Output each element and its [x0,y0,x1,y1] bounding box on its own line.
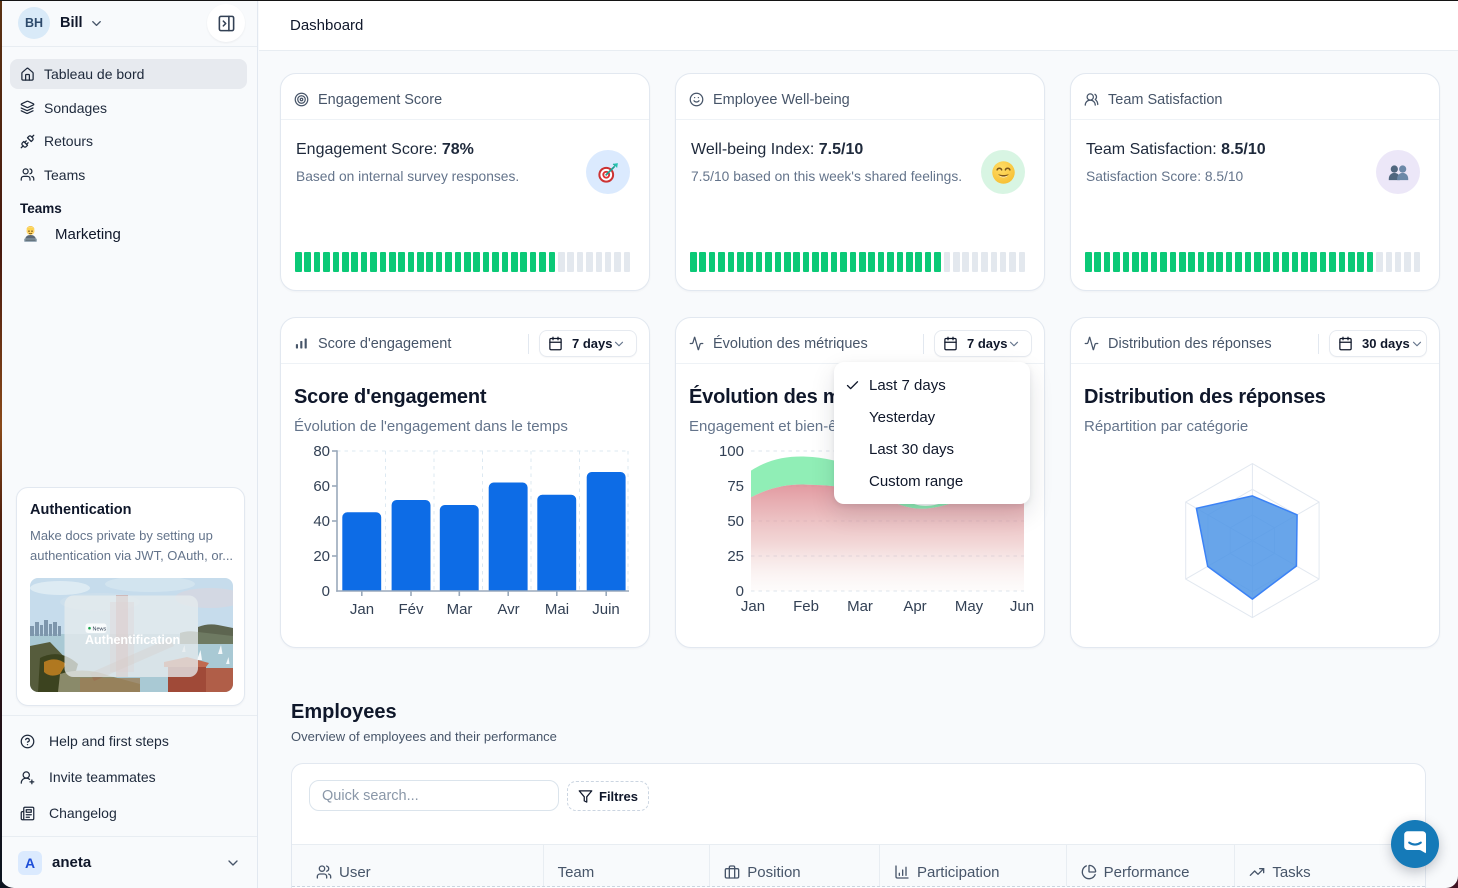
svg-text:Feb: Feb [793,598,819,615]
svg-text:Authentification: Authentification [85,633,180,647]
svg-text:News: News [93,627,107,633]
svg-text:Apr: Apr [903,598,926,615]
svg-text:Fév: Fév [398,601,424,618]
svg-text:Jan: Jan [741,598,765,615]
svg-text:50: 50 [727,513,744,530]
svg-text:20: 20 [313,548,330,565]
svg-text:Juin: Juin [592,601,620,618]
svg-text:75: 75 [727,478,744,495]
svg-text:80: 80 [313,443,330,460]
svg-text:Mar: Mar [847,598,873,615]
svg-text:0: 0 [736,583,744,600]
svg-text:0: 0 [322,583,330,600]
svg-text:Mai: Mai [545,601,569,618]
svg-text:May: May [955,598,984,615]
svg-text:Mar: Mar [447,601,473,618]
svg-text:Avr: Avr [497,601,519,618]
svg-text:60: 60 [313,478,330,495]
svg-text:100: 100 [719,443,744,460]
svg-text:Jan: Jan [350,601,374,618]
svg-text:25: 25 [727,548,744,565]
svg-text:40: 40 [313,513,330,530]
svg-text:Jun: Jun [1010,598,1034,615]
